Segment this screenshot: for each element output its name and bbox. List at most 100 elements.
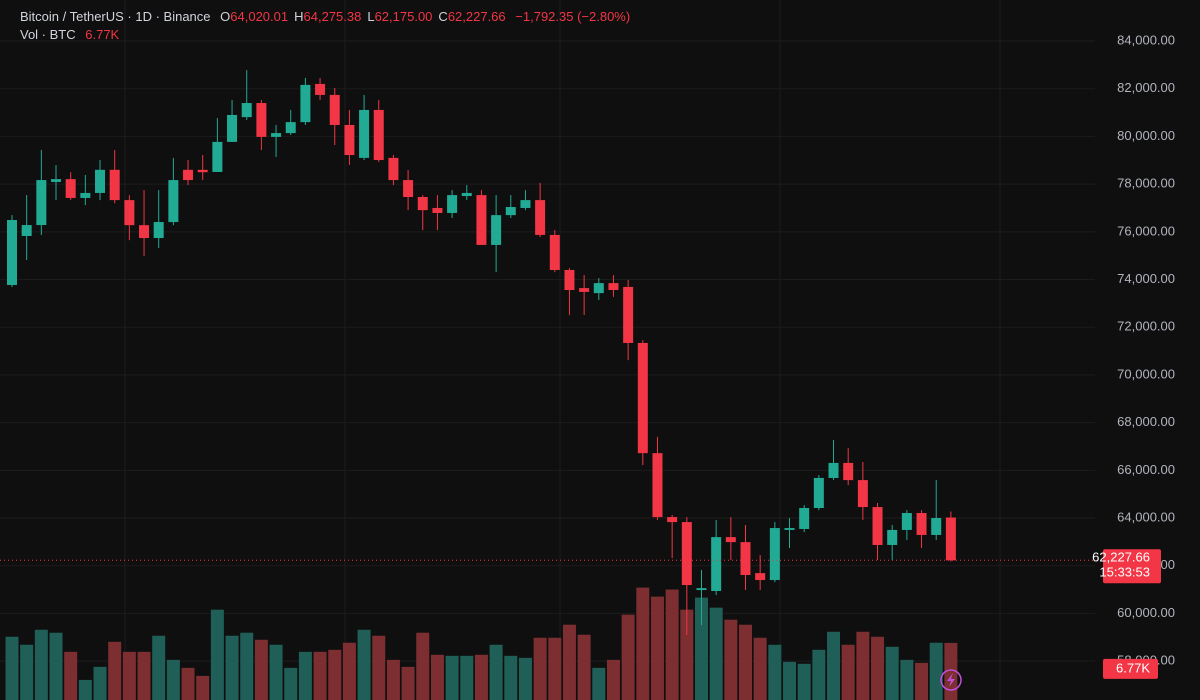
ohlc-value: 62,175.00: [374, 9, 433, 24]
volume-bar: [401, 666, 415, 700]
candle-body: [520, 200, 531, 208]
candle-body: [491, 215, 502, 245]
candle-body: [212, 141, 223, 172]
volume-bar: [152, 635, 166, 700]
volume-label: 6.77K: [1116, 660, 1150, 675]
candle-body: [505, 207, 516, 216]
volume-bar: [812, 649, 826, 700]
volume-bar: [122, 651, 136, 700]
volume-pane: [0, 40, 1095, 700]
volume-label-box: [1103, 658, 1158, 679]
candle-body: [828, 462, 839, 478]
volume-bar: [225, 635, 239, 700]
candle-body: [417, 197, 428, 211]
candle-body: [652, 453, 663, 518]
volume-bar: [548, 637, 562, 700]
volume-bar: [856, 631, 870, 700]
volume-legend: Vol · BTC 6.77K: [20, 27, 119, 42]
price-label: 62,227.66: [1092, 550, 1150, 565]
y-tick-label: 64,000.00: [1117, 509, 1175, 524]
y-tick-label: 80,000.00: [1117, 128, 1175, 143]
volume-bar: [709, 607, 723, 700]
candle-body: [608, 283, 619, 291]
volume-bar: [797, 663, 811, 700]
candle-body: [227, 114, 238, 142]
candle-body: [344, 124, 355, 156]
candle-body: [799, 508, 810, 529]
volume-bar: [357, 629, 371, 700]
indicator-icon[interactable]: [940, 669, 962, 691]
volume-bar: [196, 675, 210, 700]
candle-body: [153, 222, 164, 239]
candle-body: [315, 83, 326, 95]
volume-bar: [20, 644, 34, 700]
volume-bar: [694, 597, 708, 700]
volume-bar: [181, 667, 195, 700]
volume-bar: [827, 631, 841, 700]
candle-body: [65, 179, 76, 198]
volume-bar: [474, 654, 488, 700]
candle-body: [388, 157, 399, 181]
volume-bar: [885, 646, 899, 700]
candle-body: [373, 109, 384, 161]
ohlc-value: 64,020.01: [230, 9, 289, 24]
volume-bar: [342, 642, 356, 700]
volume-bar: [64, 651, 78, 700]
volume-bar: [680, 609, 694, 700]
volume-bar: [871, 636, 885, 700]
volume-bar: [533, 637, 547, 700]
volume-bar: [460, 655, 474, 700]
candle-body: [549, 234, 560, 270]
candle-body: [476, 195, 487, 245]
candle-body: [945, 517, 956, 561]
candle-body: [359, 109, 370, 158]
grid: [124, 0, 1001, 700]
candle-body: [740, 542, 751, 576]
volume-bar: [636, 587, 650, 700]
volume-bar: [665, 589, 679, 700]
volume-bar: [254, 639, 268, 700]
candle-body: [931, 518, 942, 535]
volume-bar: [240, 632, 254, 700]
volume-bar: [284, 667, 298, 700]
volume-bar: [783, 661, 797, 700]
y-tick-label: 60,000.00: [1117, 605, 1175, 620]
ohlc-value: 64,275.38: [303, 9, 362, 24]
candle-body: [916, 513, 927, 535]
candle-body: [80, 192, 91, 198]
candle-body: [696, 588, 707, 591]
candle-body: [124, 200, 135, 226]
y-tick-label: 70,000.00: [1117, 366, 1175, 381]
ohlc-key: L: [367, 9, 375, 24]
candle-body: [755, 573, 766, 581]
y-tick-label: 68,000.00: [1117, 414, 1175, 429]
candle-body: [784, 528, 795, 530]
volume-bar: [518, 657, 532, 700]
ohlc: O64,020.01 H64,275.38 L62,175.00 C62,227.66: [214, 9, 506, 24]
candle-body: [667, 517, 678, 523]
candle-body: [7, 220, 17, 286]
candle-body: [168, 180, 179, 223]
volume-bar: [489, 644, 503, 700]
candle-body: [95, 169, 106, 193]
legend: Bitcoin / TetherUS · 1D · Binance O64,02…: [20, 9, 630, 24]
volume-bar: [650, 596, 664, 700]
ohlc-key: O: [220, 9, 231, 24]
candle-body: [256, 103, 267, 137]
price-label-box: [1103, 549, 1161, 584]
volume-value: 6.77K: [85, 27, 120, 42]
volume-bar: [166, 659, 180, 700]
volume-bar: [929, 642, 943, 700]
candle-body: [300, 84, 311, 123]
volume-name: Vol · BTC: [20, 27, 76, 42]
volume-bar: [93, 666, 107, 700]
volume-bar: [430, 654, 444, 700]
volume-bar: [753, 637, 767, 700]
volume-bar: [210, 609, 224, 700]
y-tick-label: 84,000.00: [1117, 32, 1175, 47]
volume-bar: [577, 634, 591, 700]
candle-body: [857, 480, 868, 508]
volume-bar: [504, 655, 518, 700]
